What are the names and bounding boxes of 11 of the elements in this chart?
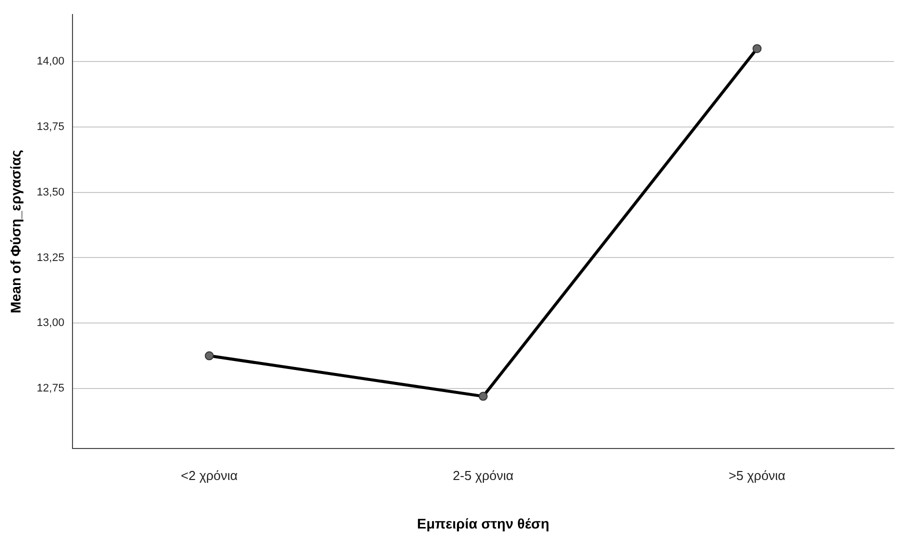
x-tick-label: >5 χρόνια (728, 468, 786, 483)
x-axis-title: Εμπειρία στην θέση (417, 515, 550, 532)
y-tick-label: 13,25 (36, 252, 64, 264)
y-tick-label: 13,00 (36, 317, 64, 330)
y-tick-label: 13,50 (36, 186, 64, 198)
y-axis-title: Mean of Φύση_εργασίας (7, 150, 24, 314)
x-tick-label: <2 χρόνια (180, 468, 238, 483)
x-tick-label: 2-5 χρόνια (452, 468, 514, 483)
y-tick-label: 14,00 (36, 56, 64, 68)
y-tick-label: 13,75 (36, 121, 64, 134)
y-tick-label: 12,75 (36, 382, 64, 394)
